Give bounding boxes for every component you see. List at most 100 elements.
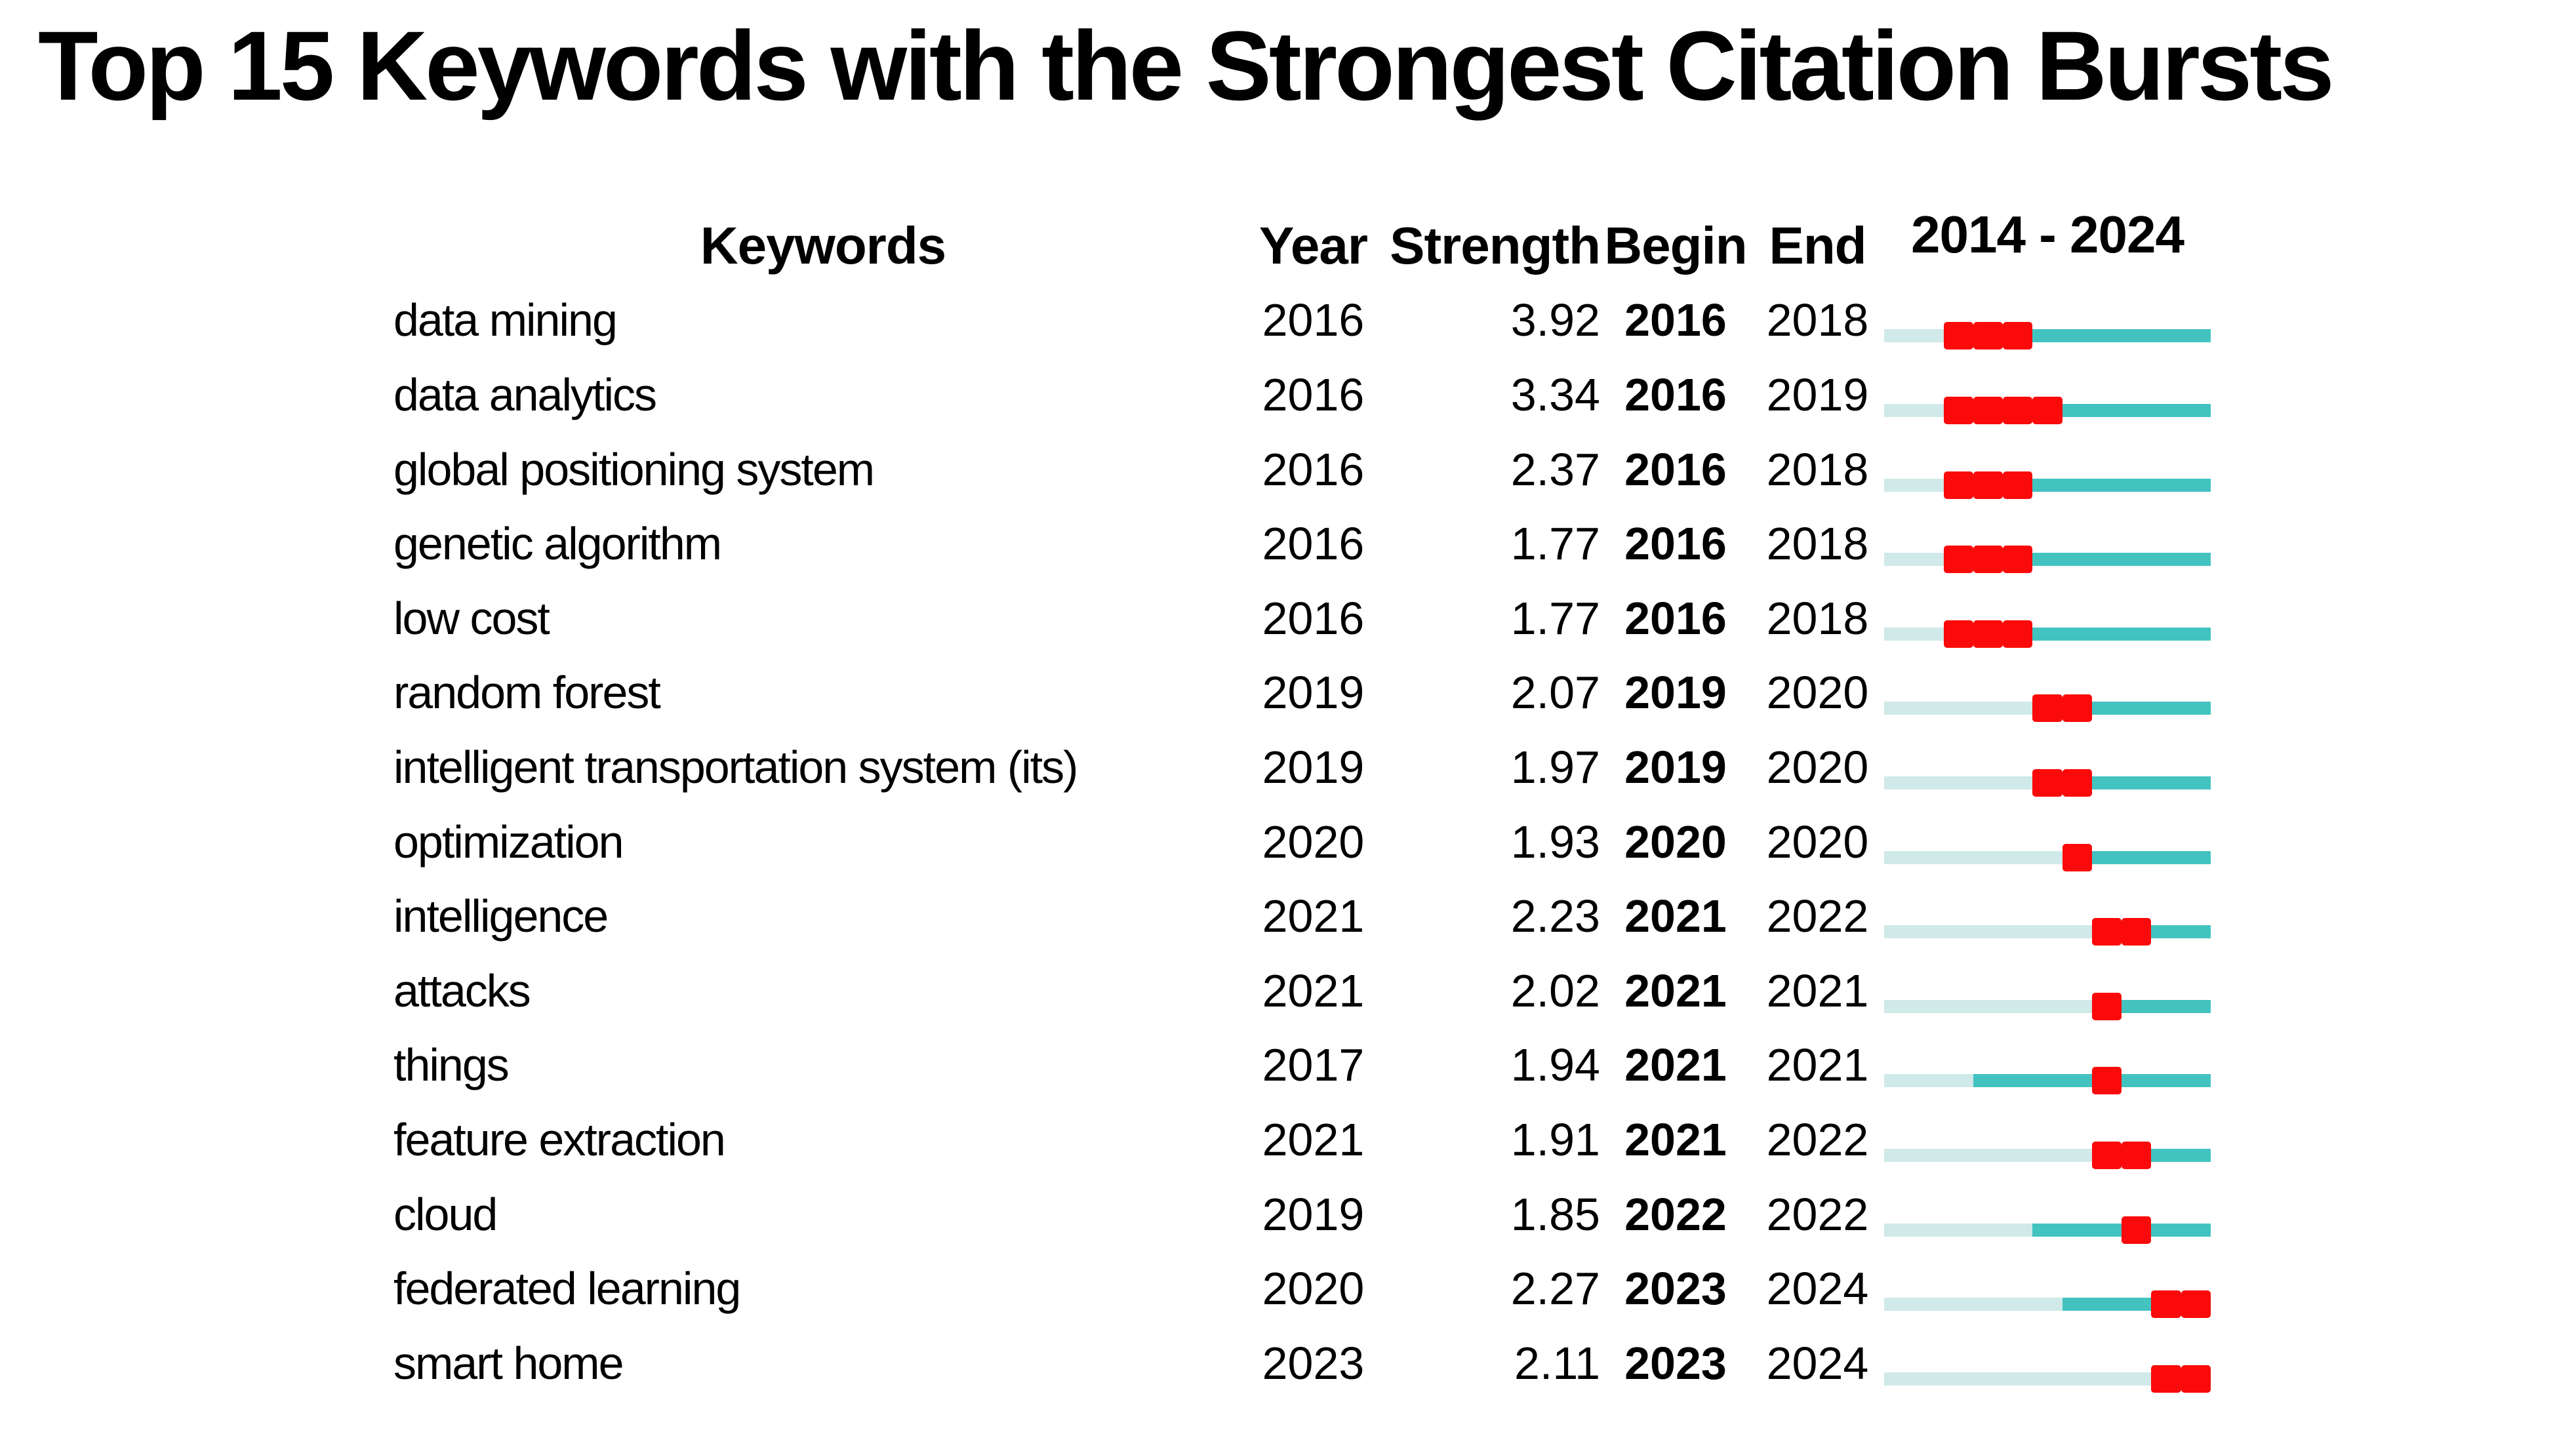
bar-segment-inactive-2015 xyxy=(1914,999,1944,1013)
year-cell: 2019 xyxy=(1262,667,1365,719)
bar-segment-inactive-2017 xyxy=(1973,1223,2003,1237)
bar-segment-inactive-2015 xyxy=(1914,1148,1944,1162)
strength-cell: 1.94 xyxy=(1510,1039,1600,1091)
table-row: feature extraction 2021 1.91 2021 2022 xyxy=(393,1102,2539,1177)
year-cell: 2021 xyxy=(1262,965,1365,1016)
bar-segment-active-2023 xyxy=(2151,776,2181,789)
bar-segment-inactive-2016 xyxy=(1943,1223,1973,1237)
burst-bar xyxy=(1884,1216,2211,1244)
bar-segment-burst-2018 xyxy=(2003,620,2033,648)
bar-segment-burst-2016 xyxy=(1943,322,1973,350)
burst-bar xyxy=(1884,1365,2211,1393)
bar-segment-active-2023 xyxy=(2151,403,2181,417)
bar-segment-active-2024 xyxy=(2181,850,2211,864)
bar-segment-active-2023 xyxy=(2151,1074,2181,1088)
bar-segment-active-2020 xyxy=(2062,1074,2092,1088)
year-cell: 2016 xyxy=(1262,443,1365,495)
year-cell: 2016 xyxy=(1262,518,1365,570)
timeline-cell xyxy=(1884,432,2211,507)
begin-cell: 2023 xyxy=(1624,1337,1727,1389)
year-cell: 2021 xyxy=(1262,890,1365,942)
burst-bar xyxy=(1884,768,2211,797)
bar-segment-inactive-2014 xyxy=(1884,1074,1914,1088)
bar-segment-inactive-2016 xyxy=(1943,1298,1973,1311)
bar-segment-active-2021 xyxy=(2091,1223,2122,1237)
bar-segment-inactive-2014 xyxy=(1884,850,1914,864)
bar-segment-burst-2020 xyxy=(2062,843,2092,871)
begin-cell: 2022 xyxy=(1624,1188,1727,1240)
bar-segment-inactive-2014 xyxy=(1884,925,1914,939)
year-cell: 2016 xyxy=(1262,592,1365,644)
year-cell: 2016 xyxy=(1262,294,1365,346)
end-cell: 2021 xyxy=(1766,1039,1869,1091)
table-row: optimization 2020 1.93 2020 2020 xyxy=(393,805,2539,879)
strength-cell: 2.11 xyxy=(1514,1337,1600,1389)
bar-segment-inactive-2014 xyxy=(1884,1372,1914,1386)
bar-segment-inactive-2016 xyxy=(1943,925,1973,939)
bar-segment-active-2021 xyxy=(2091,850,2122,864)
bar-segment-active-2020 xyxy=(2062,329,2092,343)
bar-segment-inactive-2015 xyxy=(1914,1298,1944,1311)
bar-segment-inactive-2015 xyxy=(1914,1372,1944,1386)
bar-segment-active-2019 xyxy=(2032,478,2063,492)
bar-segment-active-2023 xyxy=(2151,702,2181,715)
bar-segment-active-2020 xyxy=(2062,403,2092,417)
timeline-cell xyxy=(1884,1177,2211,1252)
bar-segment-burst-2020 xyxy=(2062,768,2092,797)
bar-segment-active-2023 xyxy=(2151,329,2181,343)
timeline-cell xyxy=(1884,283,2211,358)
timeline-cell xyxy=(1884,656,2211,730)
bar-segment-inactive-2020 xyxy=(2062,1372,2092,1386)
bar-segment-burst-2016 xyxy=(1943,471,1973,499)
bar-segment-active-2021 xyxy=(2091,329,2122,343)
timeline-cell xyxy=(1884,805,2211,879)
table-row: intelligence 2021 2.23 2021 2022 xyxy=(393,879,2539,953)
keyword-cell: smart home xyxy=(393,1337,624,1389)
bar-segment-inactive-2018 xyxy=(2003,702,2033,715)
bar-segment-active-2022 xyxy=(2122,403,2152,417)
bar-segment-active-2019 xyxy=(2032,1223,2063,1237)
bar-segment-active-2022 xyxy=(2122,1074,2152,1088)
table-row: things 2017 1.94 2021 2021 xyxy=(393,1028,2539,1103)
bar-segment-burst-2019 xyxy=(2032,396,2063,424)
bar-segment-active-2022 xyxy=(2122,329,2152,343)
bar-segment-active-2023 xyxy=(2151,1223,2181,1237)
table-row: federated learning 2020 2.27 2023 2024 xyxy=(393,1251,2539,1326)
bar-segment-active-2022 xyxy=(2122,627,2152,641)
bar-segment-inactive-2014 xyxy=(1884,329,1914,343)
bar-segment-active-2024 xyxy=(2181,1074,2211,1088)
keyword-cell: low cost xyxy=(393,592,550,644)
bar-segment-inactive-2018 xyxy=(2003,1223,2033,1237)
bar-segment-inactive-2016 xyxy=(1943,850,1973,864)
bar-segment-active-2024 xyxy=(2181,702,2211,715)
bar-segment-active-2024 xyxy=(2181,478,2211,492)
begin-cell: 2016 xyxy=(1624,443,1727,495)
strength-cell: 1.97 xyxy=(1510,741,1600,793)
bar-segment-active-2021 xyxy=(2091,776,2122,789)
keyword-cell: federated learning xyxy=(393,1263,741,1315)
bar-segment-active-2024 xyxy=(2181,999,2211,1013)
bar-segment-active-2024 xyxy=(2181,1223,2211,1237)
bar-segment-active-2018 xyxy=(2003,1074,2033,1088)
bar-segment-active-2022 xyxy=(2122,776,2152,789)
bar-segment-active-2020 xyxy=(2062,478,2092,492)
bar-segment-inactive-2015 xyxy=(1914,1074,1944,1088)
burst-bar xyxy=(1884,1067,2211,1095)
end-cell: 2024 xyxy=(1766,1263,1869,1315)
end-cell: 2020 xyxy=(1766,741,1869,793)
bar-segment-inactive-2014 xyxy=(1884,1298,1914,1311)
bar-segment-burst-2023 xyxy=(2151,1365,2181,1393)
bar-segment-inactive-2019 xyxy=(2032,850,2063,864)
bar-segment-active-2024 xyxy=(2181,627,2211,641)
keyword-cell: random forest xyxy=(393,667,661,719)
bar-segment-active-2024 xyxy=(2181,776,2211,789)
bar-segment-active-2021 xyxy=(2091,1298,2122,1311)
bar-segment-inactive-2019 xyxy=(2032,925,2063,939)
bar-segment-inactive-2015 xyxy=(1914,925,1944,939)
burst-bar xyxy=(1884,992,2211,1020)
year-cell: 2021 xyxy=(1262,1113,1365,1165)
burst-bar xyxy=(1884,843,2211,871)
bar-segment-burst-2020 xyxy=(2062,694,2092,723)
bar-segment-burst-2018 xyxy=(2003,546,2033,574)
bar-segment-active-2023 xyxy=(2151,1148,2181,1162)
